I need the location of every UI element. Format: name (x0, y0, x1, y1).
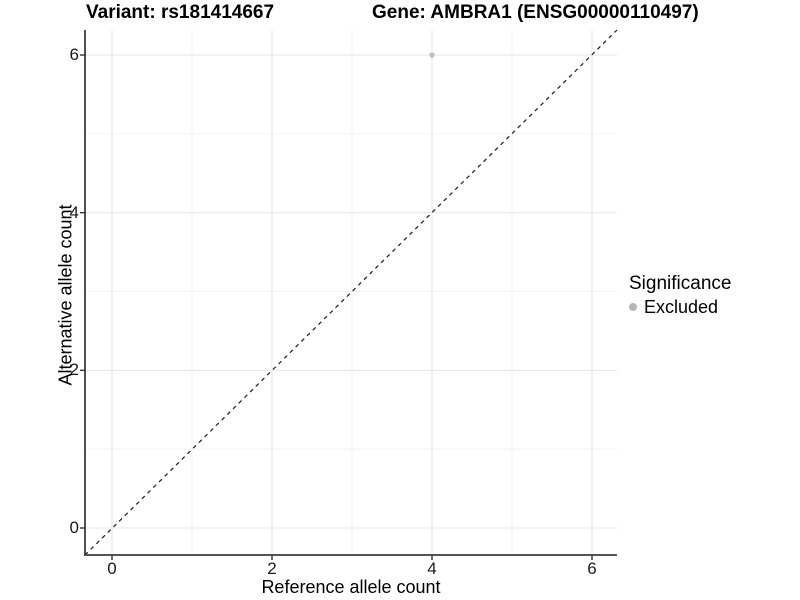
x-tick-label-0: 0 (107, 559, 117, 578)
y-axis-title: Alternative allele count (55, 204, 76, 386)
data-point-excluded (429, 52, 435, 58)
legend-title: Significance (629, 273, 732, 294)
x-tick-label-2: 2 (267, 559, 277, 578)
y-tick-label-4: 4 (69, 202, 79, 222)
y-tick-label-2: 2 (69, 360, 79, 380)
x-axis-title: Reference allele count (261, 577, 441, 597)
plot-title-gene: Gene: AMBRA1 (ENSG00000110497) (372, 2, 699, 23)
plot-title-variant: Variant: rs181414667 (86, 2, 275, 23)
y-tick-label-6: 6 (69, 45, 79, 64)
legend: Significance Excluded (629, 274, 794, 317)
excluded-point-icon (629, 303, 637, 311)
legend-item-excluded: Excluded (629, 297, 794, 317)
x-tick-label-4: 4 (427, 559, 437, 578)
x-tick-label-6: 6 (587, 559, 597, 578)
identity-dashed-line (84, 29, 618, 556)
legend-item-label: Excluded (644, 297, 719, 317)
y-tick-label-0: 0 (69, 518, 79, 537)
